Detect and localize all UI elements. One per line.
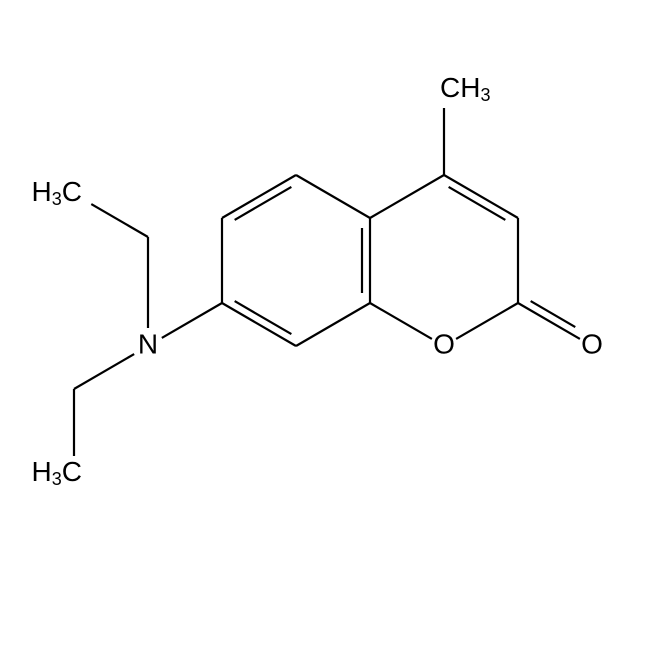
bond — [456, 303, 518, 339]
atom-label-CH3_top: CH3 — [440, 72, 490, 104]
bond — [296, 303, 370, 346]
atom-label-O_ring: O — [433, 328, 455, 359]
atom-label-CH3_left1: H3C — [32, 176, 82, 208]
atom-label-N: N — [138, 328, 158, 359]
molecule-diagram: N O O CH3 H3C H3C — [0, 0, 650, 650]
bond — [444, 175, 518, 218]
atom-label-O_carbonyl: O — [581, 328, 603, 359]
atom-label-CH3_left2: H3C — [32, 456, 82, 488]
bond — [235, 187, 292, 220]
bond — [162, 303, 222, 338]
bond — [296, 175, 370, 218]
bond — [518, 303, 580, 339]
bond — [370, 303, 432, 339]
bond — [222, 175, 296, 218]
bond — [235, 301, 292, 334]
bond — [74, 354, 134, 389]
bond — [222, 303, 296, 346]
bond — [449, 187, 506, 220]
bond — [91, 204, 148, 237]
bond — [370, 175, 444, 218]
